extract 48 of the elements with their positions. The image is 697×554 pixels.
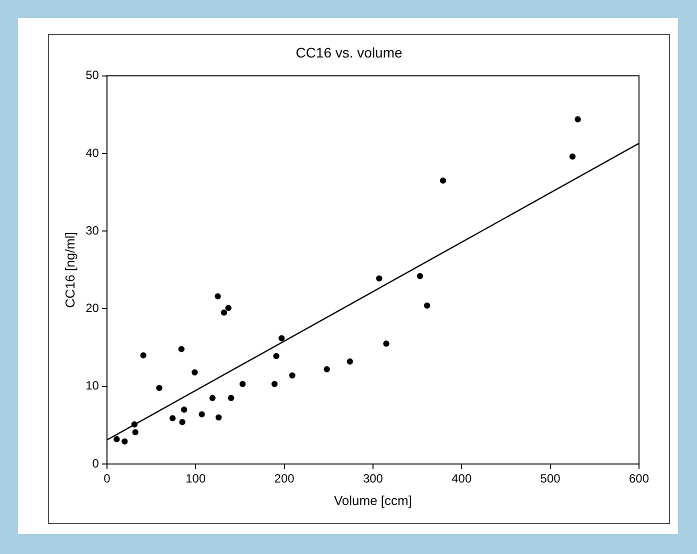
point xyxy=(574,116,581,122)
point xyxy=(179,418,186,426)
point xyxy=(376,275,382,282)
point xyxy=(180,406,188,413)
point xyxy=(289,372,296,379)
point xyxy=(273,352,280,360)
point xyxy=(220,310,228,316)
y-tick-label: 30 xyxy=(86,223,100,238)
x-tick-label: 200 xyxy=(274,472,295,486)
x-tick-label: 400 xyxy=(452,472,472,486)
x-axis-title: Volume [ccm] xyxy=(334,492,412,508)
y-axis-title: CC16 [ng/ml] xyxy=(62,232,78,308)
x-tick-label: 0 xyxy=(104,472,111,486)
point xyxy=(214,293,221,300)
point xyxy=(424,302,430,309)
point xyxy=(346,358,354,365)
y-tick-label: 20 xyxy=(86,301,100,316)
point xyxy=(169,415,176,422)
point xyxy=(178,346,185,352)
point xyxy=(225,304,232,312)
point xyxy=(440,178,446,184)
point xyxy=(156,384,162,392)
point xyxy=(383,340,390,347)
point xyxy=(240,380,246,388)
chart-title: CC16 vs. volume xyxy=(296,44,403,60)
point xyxy=(216,414,222,421)
point xyxy=(198,411,205,418)
x-tick-label: 500 xyxy=(540,472,561,486)
point xyxy=(416,273,424,280)
point xyxy=(324,366,330,372)
point xyxy=(228,394,234,402)
point xyxy=(140,352,146,358)
y-tick-label: 40 xyxy=(86,146,100,160)
y-tick-label: 10 xyxy=(86,378,100,393)
point xyxy=(114,436,120,442)
x-tick-label: 100 xyxy=(186,472,206,486)
point xyxy=(132,429,138,436)
y-tick-label: 50 xyxy=(86,68,100,82)
point xyxy=(278,335,285,342)
point xyxy=(209,394,216,402)
point xyxy=(131,421,138,428)
x-tick-label: 300 xyxy=(362,472,384,486)
y-tick-label: 0 xyxy=(92,456,100,470)
point xyxy=(192,369,198,376)
point xyxy=(569,153,576,160)
point xyxy=(122,438,128,445)
point xyxy=(271,380,278,388)
x-tick-label: 600 xyxy=(628,472,650,486)
